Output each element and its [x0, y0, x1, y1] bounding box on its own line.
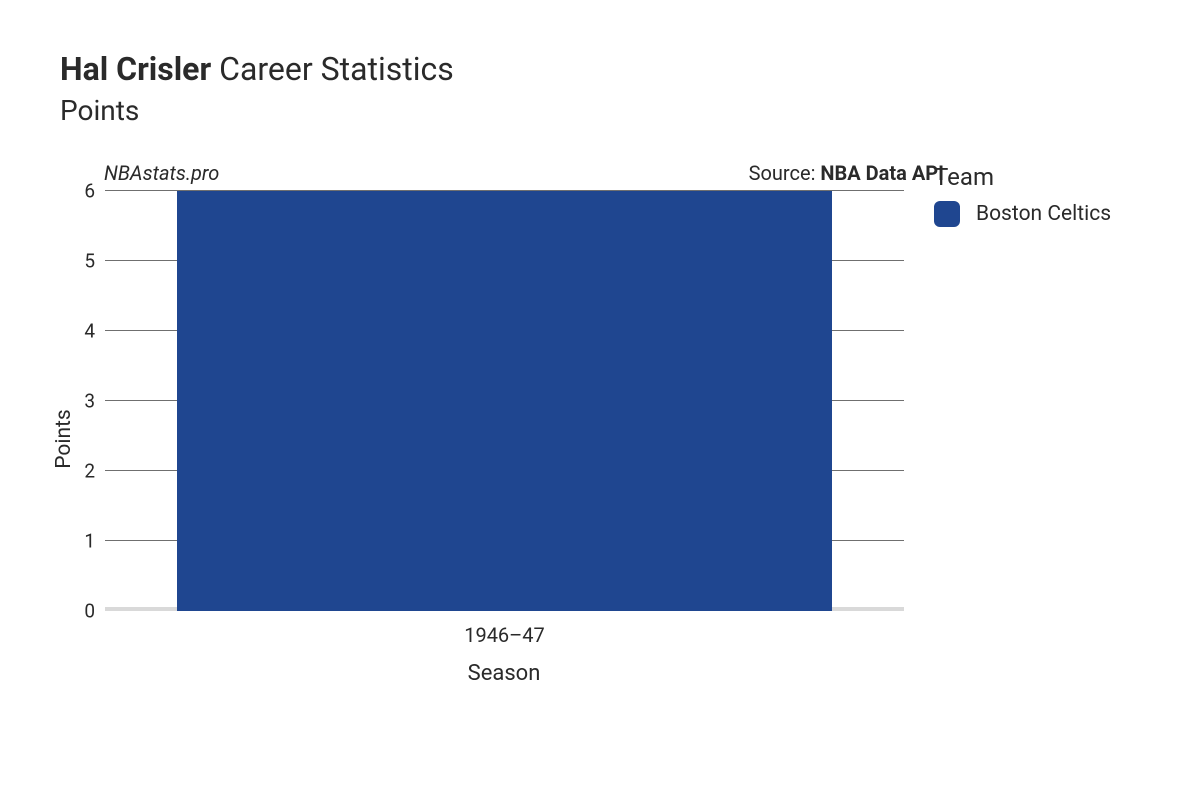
- source-prefix: Source:: [749, 161, 821, 185]
- legend-title: Team: [934, 163, 1111, 191]
- legend-items: Boston Celtics: [934, 201, 1111, 227]
- plot: 01234561946–47: [104, 191, 904, 611]
- bar: [177, 191, 832, 611]
- plot-wrap: 01234561946–47 Season: [104, 191, 904, 686]
- y-tick-label: 6: [84, 180, 105, 203]
- y-tick-label: 3: [84, 390, 105, 413]
- y-axis-label: Points: [52, 409, 76, 469]
- legend-item: Boston Celtics: [934, 201, 1111, 227]
- chart-container: Hal Crisler Career Statistics Points NBA…: [0, 0, 1200, 726]
- title-suffix: Career Statistics: [219, 50, 454, 88]
- x-axis-label: Season: [104, 661, 904, 686]
- legend-label: Boston Celtics: [976, 202, 1111, 226]
- source-name: NBA Data API: [820, 161, 944, 185]
- y-tick-label: 4: [84, 320, 105, 343]
- chart-header-row: NBAstats.pro Source: NBA Data API: [104, 161, 944, 185]
- legend: Team Boston Celtics: [934, 163, 1111, 686]
- y-tick-label: 5: [84, 250, 105, 273]
- x-tick-label: 1946–47: [464, 611, 545, 647]
- source-label: Source: NBA Data API: [749, 161, 944, 185]
- subtitle: Points: [60, 94, 1160, 127]
- y-tick-label: 1: [84, 530, 105, 553]
- page-title: Hal Crisler Career Statistics: [60, 50, 1160, 88]
- y-tick-label: 2: [84, 460, 105, 483]
- chart-area: Points 01234561946–47 Season Team Boston…: [60, 191, 1160, 686]
- legend-swatch: [934, 201, 960, 227]
- brand-label: NBAstats.pro: [104, 161, 219, 185]
- y-tick-label: 0: [84, 600, 105, 623]
- title-player-name: Hal Crisler: [60, 50, 211, 88]
